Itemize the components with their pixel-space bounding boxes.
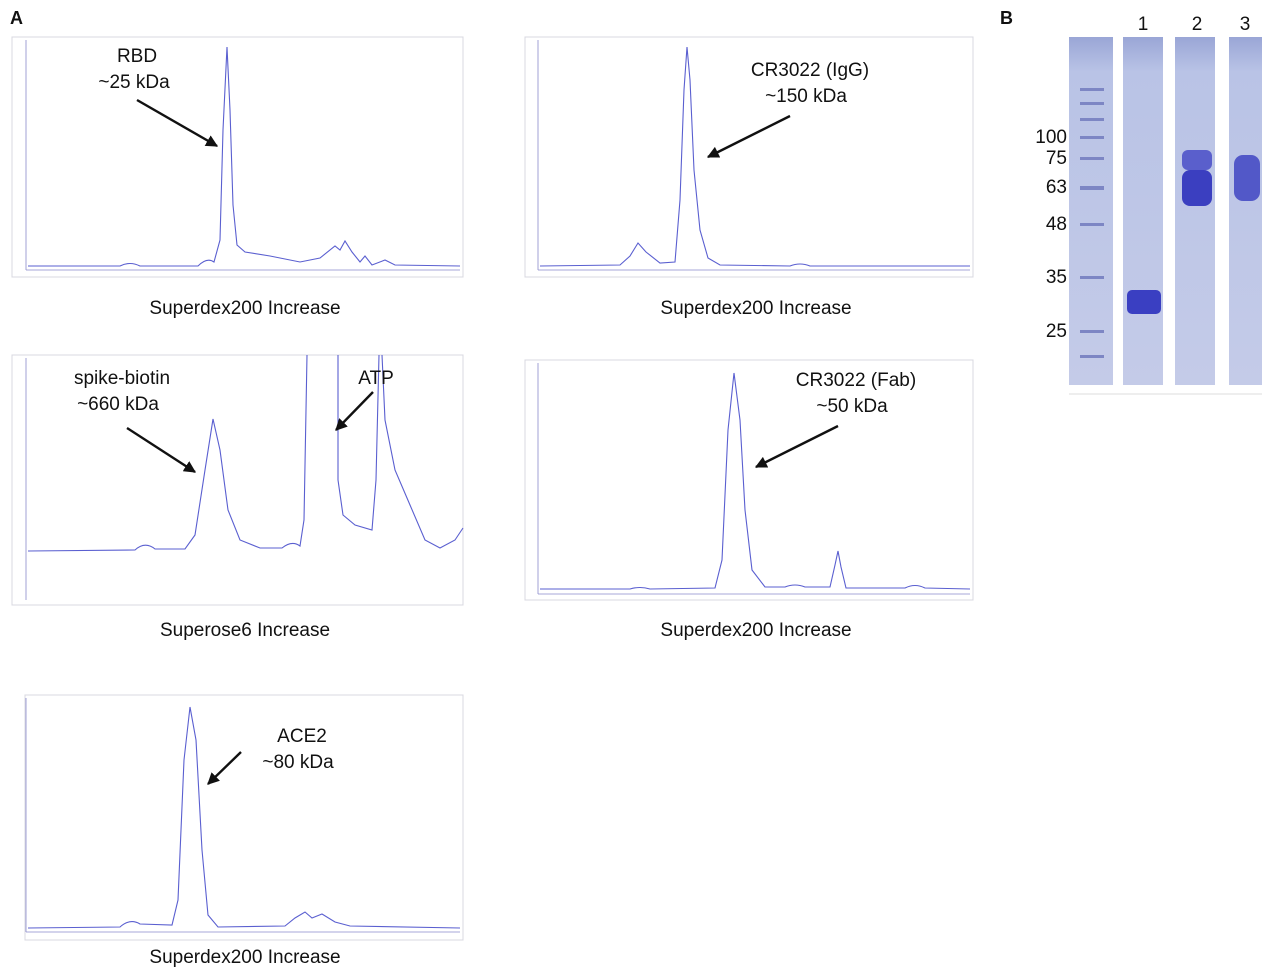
column-label: Superdex200 Increase: [149, 947, 340, 968]
annotation: ~50 kDa: [816, 396, 888, 417]
band: [1182, 170, 1212, 206]
marker-label: 25: [1046, 321, 1067, 342]
column-label: Superdex200 Increase: [149, 298, 340, 319]
marker-label: 35: [1046, 267, 1067, 288]
arrow: [136, 98, 219, 148]
gel-lane: [1229, 37, 1262, 385]
arrow: [706, 114, 791, 159]
lane-label: 2: [1192, 14, 1203, 35]
column-label: Superdex200 Increase: [660, 620, 851, 641]
annotation: ACE2: [277, 726, 327, 747]
column-label: Superdex200 Increase: [660, 298, 851, 319]
band: [1127, 290, 1161, 314]
trace: [539, 46, 970, 267]
chromatogram: CR3022 (Fab) ~50 kDa Superdex200 Increas…: [524, 359, 974, 641]
annotation: ~150 kDa: [765, 86, 847, 107]
chromatogram: CR3022 (IgG) ~150 kDa Superdex200 Increa…: [524, 36, 974, 319]
chromatogram: RBD ~25 kDa Superdex200 Increase: [11, 36, 464, 319]
annotation: CR3022 (IgG): [751, 60, 869, 81]
lane-label: 3: [1240, 14, 1251, 35]
gel: 1 2 3 100 75 63 48 35 25: [1035, 14, 1262, 395]
gel-lane: [1069, 37, 1113, 385]
annotation: ATP: [358, 368, 394, 389]
trace: [27, 706, 461, 929]
arrow: [335, 391, 374, 431]
marker-label: 48: [1046, 214, 1067, 235]
chromatogram: ACE2 ~80 kDa Superdex200 Increase: [24, 694, 464, 968]
arrow: [754, 424, 839, 469]
trace: [27, 354, 464, 552]
lane-label: 1: [1138, 14, 1149, 35]
marker-label: 63: [1046, 177, 1067, 198]
ladder-bands: [1080, 88, 1104, 358]
band: [1182, 150, 1212, 170]
plot-frame: [524, 36, 974, 278]
arrow: [207, 751, 242, 785]
annotation: CR3022 (Fab): [796, 370, 916, 391]
annotation: ~80 kDa: [262, 752, 334, 773]
annotation: RBD: [117, 46, 157, 67]
plot-frame: [524, 359, 974, 601]
marker-label: 100: [1035, 127, 1067, 148]
plot-frame: [24, 694, 464, 941]
arrow: [126, 426, 197, 474]
column-label: Superose6 Increase: [160, 620, 330, 641]
annotation: spike-biotin: [74, 368, 170, 389]
plot-frame: [11, 354, 464, 606]
plot-frame: [11, 36, 464, 278]
band: [1234, 155, 1260, 201]
panel-label: A: [10, 8, 23, 28]
annotation: ~660 kDa: [77, 394, 159, 415]
panel-label: B: [1000, 8, 1013, 28]
trace: [540, 372, 971, 590]
annotation: ~25 kDa: [98, 72, 170, 93]
trace: [28, 46, 461, 267]
gel-lane: [1123, 37, 1163, 385]
gel-lane: [1175, 37, 1215, 385]
marker-label: 75: [1046, 148, 1067, 169]
chromatogram: spike-biotin ~660 kDa ATP Superose6 Incr…: [11, 354, 464, 641]
